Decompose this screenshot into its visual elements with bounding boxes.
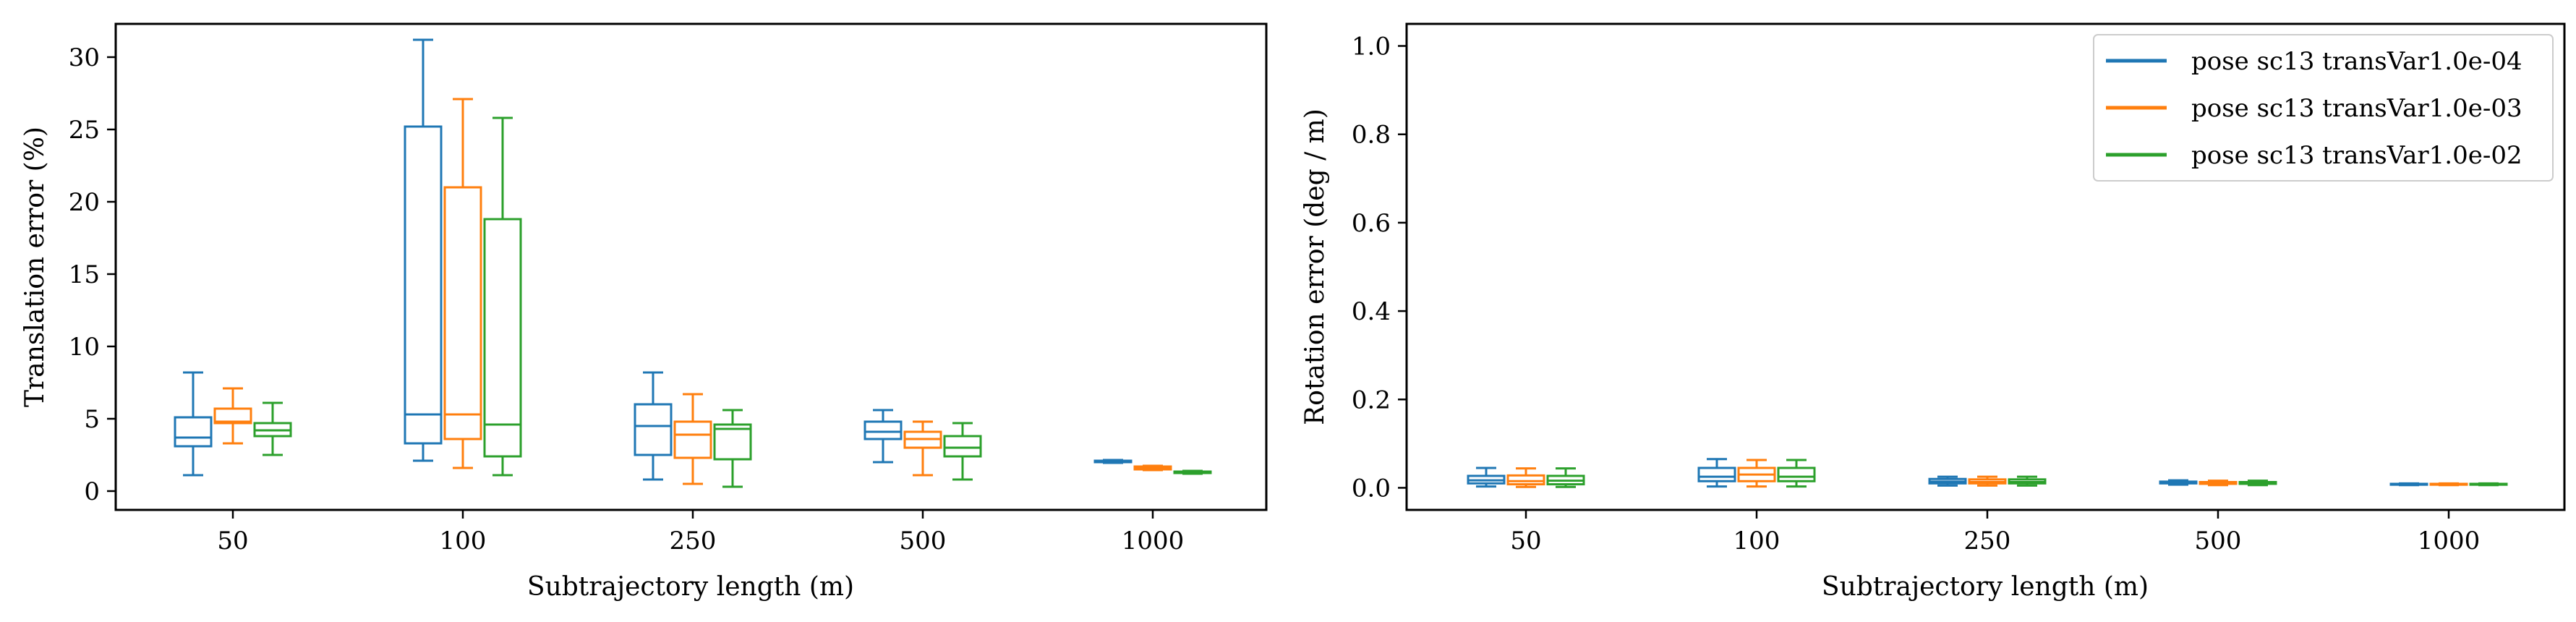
right-box-s1-c3	[2198, 480, 2238, 487]
right-box-s2-c1	[1777, 459, 1816, 488]
right-boxes	[1467, 458, 2508, 488]
left-x-tick-label-3: 500	[900, 527, 947, 555]
left-x-tick-label-1: 100	[440, 527, 487, 555]
right-box-s2-c2	[2008, 475, 2047, 487]
rotation-error-chart: 0.0 0.2 0.4 0.6 0.8 1.0 50 100 250 500 1000 Subtr…	[1300, 22, 2566, 602]
right-box-s2-c4	[2469, 482, 2508, 487]
left-boxes	[174, 38, 1212, 488]
left-box-s0-c3	[863, 409, 903, 464]
right-box-s2-c0	[1546, 467, 1585, 488]
box-body	[713, 423, 752, 461]
left-box-s1-c2	[673, 393, 712, 485]
right-x-axis-label: Subtrajectory length (m)	[1822, 572, 2149, 602]
legend: pose sc13 transVar1.0e-04 pose sc13 tran…	[2093, 34, 2554, 182]
box-body	[174, 416, 213, 448]
right-box-s0-c2	[1928, 475, 1967, 487]
right-x-ticks: 50 100 250 500 1000	[1510, 510, 2480, 555]
legend-label-1: pose sc13 transVar1.0e-03	[2191, 94, 2522, 123]
box-body	[1777, 466, 1816, 482]
translation-error-chart: 0 5 10 15 20 25 30 50 100 250 500 1000 Subtrajecto…	[20, 22, 1268, 602]
right-y-tick-label-4: 0.8	[1352, 121, 1391, 150]
right-y-axis-label: Rotation error (deg / m)	[1300, 108, 1330, 425]
left-box-s1-c1	[443, 98, 482, 469]
left-y-tick-label-2: 10	[69, 333, 100, 362]
right-box-s0-c4	[2389, 482, 2428, 487]
left-box-s0-c0	[174, 371, 213, 477]
left-box-s2-c1	[483, 116, 522, 477]
box-body	[404, 125, 443, 445]
right-box-s0-c1	[1697, 458, 1736, 488]
left-x-tick-label-4: 1000	[1122, 527, 1185, 555]
left-y-tick-label-3: 15	[69, 260, 100, 289]
legend-label-2: pose sc13 transVar1.0e-02	[2191, 141, 2522, 170]
right-box-s1-c0	[1506, 467, 1545, 488]
left-y-tick-label-0: 0	[84, 477, 100, 506]
right-box-s1-c4	[2429, 482, 2468, 487]
right-x-tick-label-0: 50	[1510, 527, 1541, 555]
right-x-tick-label-1: 100	[1733, 527, 1780, 555]
left-box-s1-c3	[903, 420, 942, 477]
right-box-s2-c3	[2238, 480, 2277, 487]
left-x-ticks: 50 100 250 500 1000	[217, 510, 1184, 555]
left-x-tick-label-0: 50	[217, 527, 248, 555]
right-x-tick-label-3: 500	[2195, 527, 2242, 555]
box-body	[483, 218, 522, 458]
box-body	[213, 407, 252, 425]
left-box-s1-c0	[213, 387, 252, 445]
box-body	[1697, 466, 1736, 482]
left-y-axis-label: Translation error (%)	[20, 127, 50, 407]
box-body	[443, 186, 482, 440]
right-y-tick-label-2: 0.4	[1352, 297, 1391, 326]
left-x-tick-label-2: 250	[670, 527, 717, 555]
left-x-axis-label: Subtrajectory length (m)	[527, 572, 854, 602]
box-body	[943, 435, 982, 458]
right-box-s1-c2	[1968, 475, 2007, 487]
left-box-s2-c2	[713, 409, 752, 488]
box-body	[1506, 474, 1545, 486]
left-y-ticks: 0 5 10 15 20 25 30	[69, 43, 116, 506]
right-box-s1-c1	[1737, 459, 1776, 488]
right-x-tick-label-4: 1000	[2418, 527, 2481, 555]
left-y-tick-label-6: 30	[69, 43, 100, 72]
left-box-s0-c2	[634, 371, 673, 481]
right-y-tick-label-5: 1.0	[1352, 33, 1391, 61]
right-x-tick-label-2: 250	[1964, 527, 2011, 555]
right-plot-frame	[1405, 22, 2566, 511]
box-body	[863, 420, 903, 440]
legend-frame	[2093, 34, 2554, 182]
right-box-s0-c3	[2159, 479, 2198, 486]
box-body	[634, 403, 673, 456]
right-box-s0-c0	[1467, 466, 1506, 488]
legend-label-0: pose sc13 transVar1.0e-04	[2191, 47, 2522, 76]
left-box-s1-c4	[1133, 464, 1172, 472]
left-box-s2-c0	[253, 401, 292, 456]
left-plot-frame	[114, 22, 1268, 511]
left-y-tick-label-1: 5	[84, 405, 100, 434]
left-box-s2-c3	[943, 422, 982, 481]
right-y-ticks: 0.0 0.2 0.4 0.6 0.8 1.0	[1352, 33, 1407, 503]
right-y-tick-label-3: 0.6	[1352, 209, 1391, 238]
left-box-s2-c4	[1173, 469, 1212, 475]
box-body	[673, 420, 712, 459]
left-box-s0-c4	[1093, 459, 1133, 464]
left-box-s0-c1	[404, 38, 443, 462]
right-y-tick-label-0: 0.0	[1352, 474, 1391, 503]
right-y-tick-label-1: 0.2	[1352, 385, 1391, 414]
left-y-tick-label-4: 20	[69, 188, 100, 217]
left-y-tick-label-5: 25	[69, 116, 100, 145]
